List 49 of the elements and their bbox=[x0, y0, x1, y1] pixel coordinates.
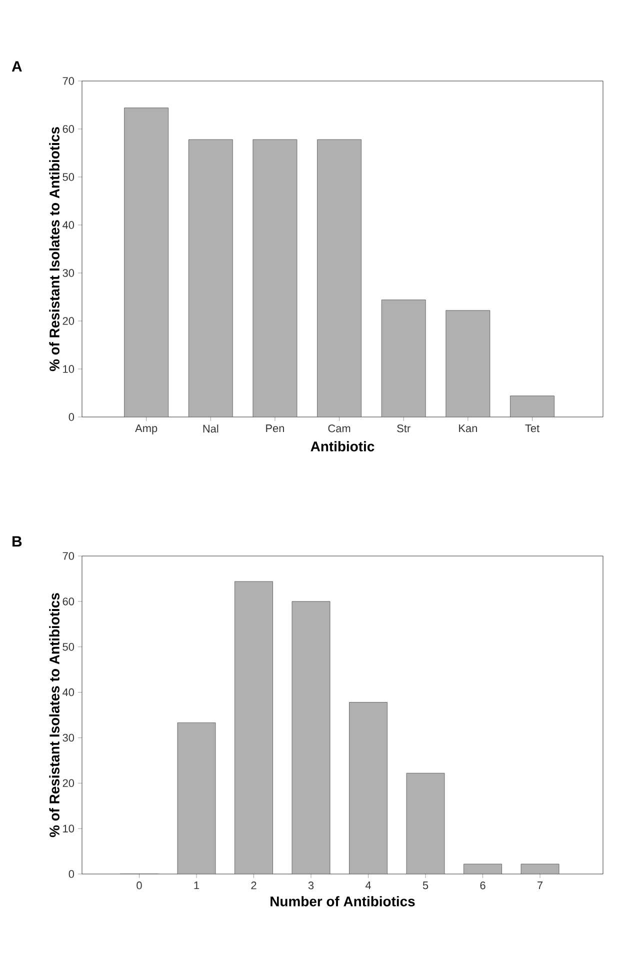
y-tick-label: 0 bbox=[68, 413, 74, 421]
bar bbox=[406, 773, 445, 874]
bar bbox=[446, 310, 490, 417]
chart-title: A bbox=[12, 61, 22, 72]
bar bbox=[349, 702, 388, 874]
bar bbox=[317, 139, 362, 417]
x-tick-label: Nal bbox=[203, 424, 218, 433]
x-tick-label: Tet bbox=[525, 424, 540, 432]
x-tick-label: Cam bbox=[328, 424, 350, 432]
x-tick-label: Str bbox=[397, 424, 410, 432]
y-tick-label: 10 bbox=[63, 824, 74, 832]
bar bbox=[252, 139, 298, 417]
x-tick-label: 3 bbox=[308, 882, 314, 890]
y-tick-label: 20 bbox=[62, 779, 74, 788]
x-tick-label: 1 bbox=[194, 882, 200, 890]
y-tick-label: 60 bbox=[62, 598, 74, 606]
x-axis-title: Number of Antibiotics bbox=[270, 896, 415, 906]
x-tick-label: 4 bbox=[365, 882, 371, 890]
bar bbox=[124, 108, 169, 417]
y-axis-title: % of Resistant Isolates to Antibiotics bbox=[49, 127, 60, 372]
bar bbox=[178, 722, 216, 874]
y-tick-label: 0 bbox=[68, 870, 74, 878]
bar bbox=[381, 300, 426, 417]
y-tick-label: 30 bbox=[62, 734, 74, 742]
x-tick-label: 6 bbox=[480, 882, 486, 890]
y-tick-label: 40 bbox=[62, 221, 74, 229]
x-tick-label: Amp bbox=[135, 424, 158, 434]
x-tick-label: Pen bbox=[266, 424, 284, 432]
x-tick-label: 5 bbox=[422, 882, 428, 890]
y-tick-label: 60 bbox=[62, 125, 74, 133]
bar bbox=[188, 139, 233, 417]
x-tick-label: 2 bbox=[251, 882, 256, 890]
x-axis-title: Antibiotic bbox=[310, 441, 374, 452]
x-tick-label: Kan bbox=[459, 424, 477, 432]
x-tick-label: 0 bbox=[136, 882, 142, 890]
y-tick-label: 70 bbox=[62, 77, 74, 85]
bar bbox=[234, 581, 273, 874]
y-tick-label: 50 bbox=[62, 173, 74, 181]
y-tick-label: 70 bbox=[62, 552, 74, 560]
y-tick-label: 30 bbox=[62, 269, 74, 277]
bar bbox=[292, 601, 330, 874]
y-tick-label: 20 bbox=[62, 317, 74, 325]
y-tick-label: 40 bbox=[62, 688, 74, 696]
y-tick-label: 10 bbox=[63, 365, 74, 373]
y-tick-label: 50 bbox=[62, 642, 74, 651]
chart-title: B bbox=[12, 536, 22, 547]
bar bbox=[510, 396, 554, 417]
x-tick-label: 7 bbox=[538, 882, 543, 890]
y-axis-title: % of Resistant Isolates to Antibiotics bbox=[49, 593, 60, 838]
